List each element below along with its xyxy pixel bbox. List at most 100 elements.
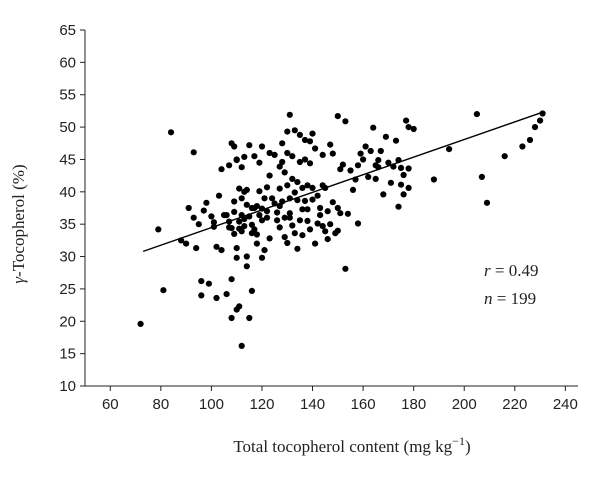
- data-point: [349, 186, 357, 193]
- data-point: [193, 245, 200, 252]
- data-point: [446, 146, 453, 153]
- x-tick-label: 120: [249, 396, 274, 413]
- trend-line: [142, 111, 543, 253]
- y-tick-label: 15: [59, 346, 76, 363]
- y-axis-title: γ-Tocopherol (%): [9, 164, 28, 283]
- data-point: [218, 247, 225, 254]
- data-point: [362, 143, 369, 150]
- data-point: [304, 217, 311, 224]
- data-point: [248, 221, 255, 228]
- x-tick-label: 200: [452, 396, 477, 413]
- data-point: [276, 185, 283, 192]
- y-axis-title-rest: -Tocopherol (%): [9, 164, 28, 277]
- data-point: [367, 147, 374, 155]
- data-point: [301, 156, 309, 163]
- data-point: [233, 157, 240, 164]
- n-value: = 199: [493, 289, 537, 308]
- y-tick-label: 50: [59, 119, 76, 136]
- data-point: [223, 212, 230, 219]
- data-point: [281, 169, 288, 176]
- data-point: [253, 231, 260, 238]
- data-point: [324, 236, 331, 243]
- data-point: [231, 208, 238, 215]
- data-point: [246, 142, 253, 149]
- data-point: [236, 218, 243, 225]
- data-point: [334, 227, 341, 234]
- n-annotation: n = 199: [484, 289, 536, 308]
- data-point: [284, 239, 291, 247]
- data-point: [263, 184, 271, 191]
- data-point: [274, 217, 281, 224]
- data-point: [215, 192, 223, 199]
- data-point: [256, 188, 263, 195]
- x-tick-label: 240: [553, 396, 578, 413]
- data-point: [501, 153, 508, 160]
- x-tick-label: 80: [153, 396, 170, 413]
- data-point: [387, 179, 394, 186]
- x-tick-label: 140: [300, 396, 325, 413]
- data-point: [405, 165, 412, 172]
- x-tick-label: 60: [102, 396, 119, 413]
- data-point: [539, 110, 546, 117]
- data-point: [322, 228, 329, 235]
- data-point: [205, 280, 212, 287]
- data-point: [289, 175, 296, 182]
- data-point: [304, 182, 311, 189]
- data-point: [238, 195, 245, 202]
- data-point: [231, 198, 238, 205]
- data-point: [258, 143, 266, 150]
- data-point: [299, 206, 306, 213]
- data-point: [410, 125, 417, 133]
- data-point: [231, 230, 238, 237]
- data-point: [342, 118, 349, 125]
- r-symbol: r: [484, 261, 491, 280]
- data-point: [243, 253, 250, 260]
- data-point: [279, 140, 286, 147]
- data-point: [430, 176, 437, 183]
- data-point: [370, 124, 377, 131]
- data-point: [243, 201, 250, 208]
- data-point: [246, 314, 253, 322]
- data-point: [185, 204, 192, 212]
- x-tick-label: 180: [401, 396, 426, 413]
- data-point: [256, 159, 263, 166]
- y-tick-label: 40: [59, 184, 76, 201]
- data-point: [208, 213, 215, 220]
- data-point: [289, 153, 296, 160]
- data-point: [258, 254, 266, 261]
- data-point: [382, 133, 389, 140]
- data-point: [405, 124, 412, 131]
- data-point: [354, 162, 362, 169]
- data-point: [400, 191, 407, 198]
- data-point: [281, 214, 288, 221]
- data-point: [405, 184, 412, 191]
- data-point: [137, 320, 144, 327]
- data-point: [261, 247, 268, 254]
- data-point: [266, 235, 273, 242]
- data-point: [210, 219, 217, 226]
- y-tick-label: 65: [59, 22, 76, 39]
- data-points: [137, 110, 546, 349]
- data-point: [314, 192, 321, 199]
- data-point: [251, 226, 258, 233]
- x-tick-label: 100: [199, 396, 224, 413]
- data-point: [339, 161, 346, 168]
- data-point: [218, 166, 225, 173]
- data-point: [258, 217, 266, 224]
- data-point: [327, 221, 334, 228]
- data-point: [284, 149, 291, 157]
- data-point: [337, 210, 344, 217]
- data-point: [203, 199, 210, 206]
- data-point: [334, 113, 341, 120]
- data-point: [238, 228, 245, 235]
- data-point: [317, 204, 324, 212]
- data-point: [248, 287, 255, 294]
- data-point: [377, 147, 384, 155]
- axes: [84, 30, 578, 387]
- data-point: [261, 195, 268, 202]
- data-point: [309, 130, 316, 137]
- data-point: [327, 141, 334, 148]
- data-point: [329, 150, 336, 157]
- data-point: [301, 136, 309, 144]
